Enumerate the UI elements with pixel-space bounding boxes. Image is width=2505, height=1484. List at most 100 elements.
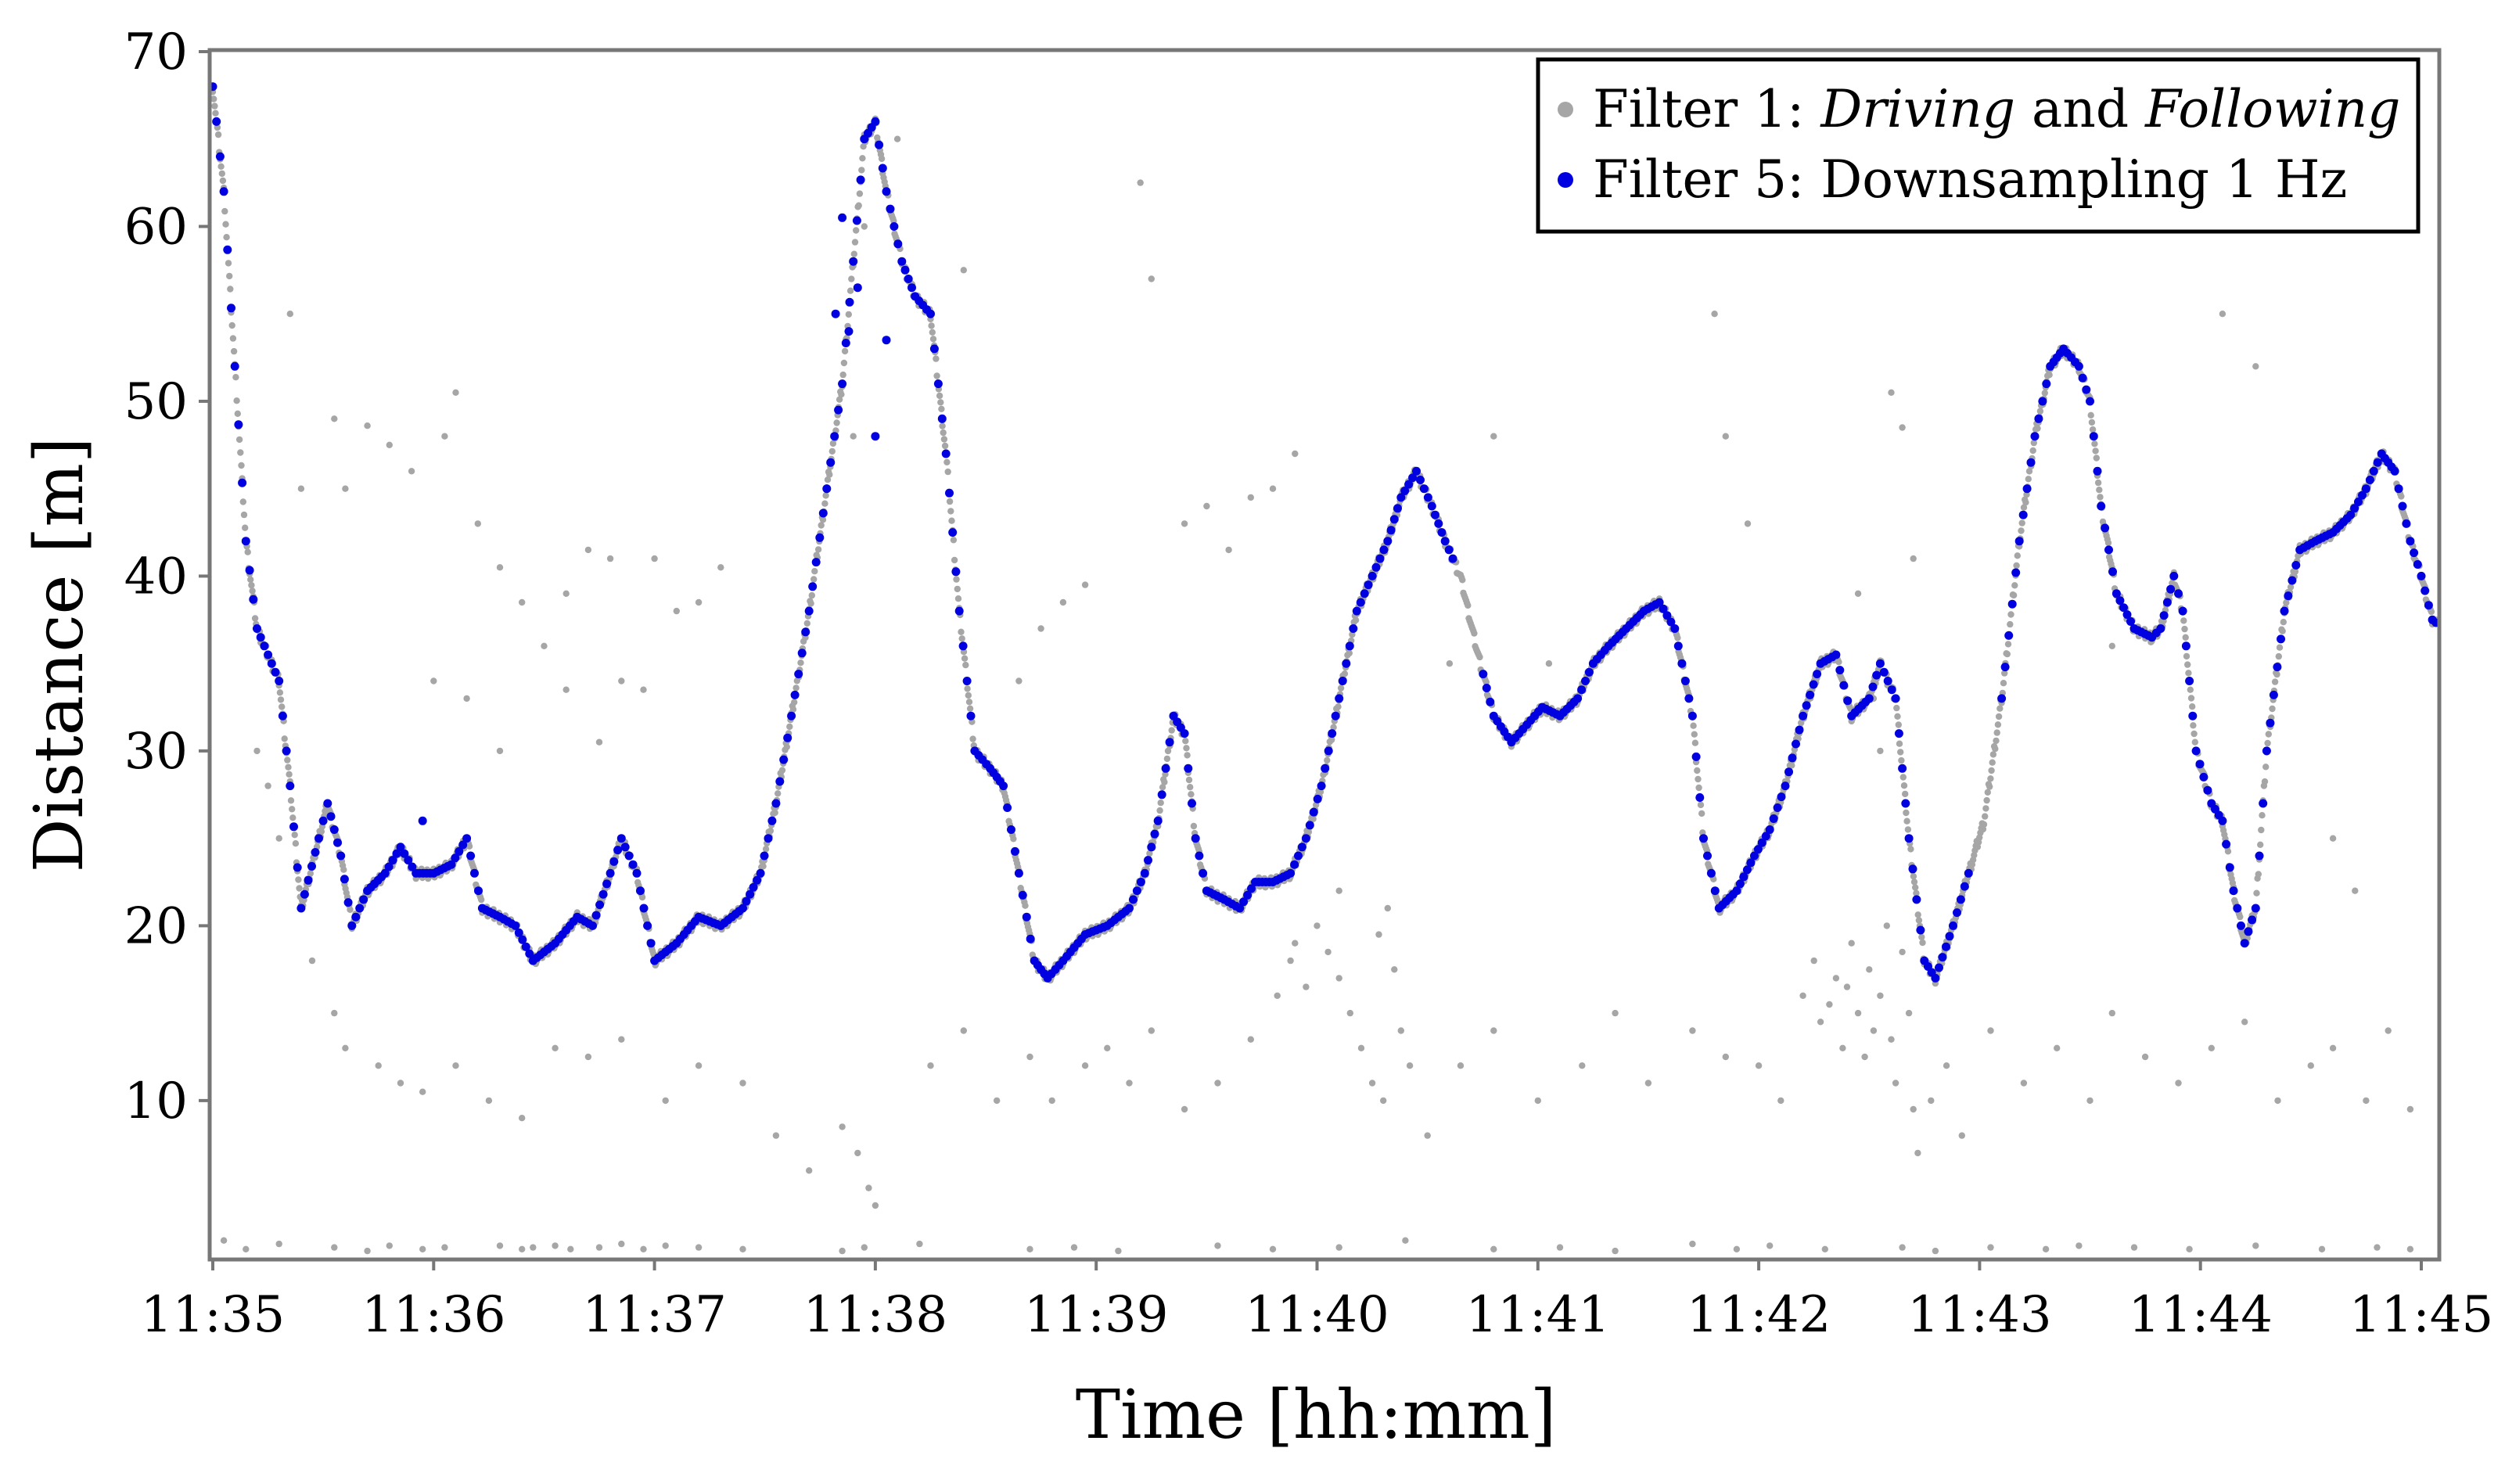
filter-1-point xyxy=(1188,791,1195,798)
filter-1-point xyxy=(2186,1245,2193,1253)
filter-1-point xyxy=(1225,546,1232,554)
filter-5-point xyxy=(340,875,349,884)
filter-5-point xyxy=(1157,790,1166,799)
filter-1-point xyxy=(1912,884,1919,891)
filter-5-point xyxy=(999,782,1008,791)
filter-1-point xyxy=(872,1202,879,1209)
filter-1-point xyxy=(1982,813,1989,820)
filter-1-point xyxy=(1156,807,1163,814)
filter-5-point xyxy=(2104,545,2113,555)
filter-1-point xyxy=(237,449,244,456)
filter-5-point xyxy=(746,889,755,899)
filter-5-point xyxy=(1317,782,1326,791)
filter-1-point xyxy=(1690,722,1697,729)
filter-1-point xyxy=(1048,1097,1055,1105)
filter-1-point xyxy=(1214,1242,1221,1249)
filter-5-point xyxy=(767,816,777,825)
filter-5-point xyxy=(787,711,796,720)
filter-1-point xyxy=(1711,311,1718,318)
filter-5-point xyxy=(307,861,316,871)
filter-1-point xyxy=(2184,661,2191,668)
filter-1-point xyxy=(285,764,292,771)
filter-5-point xyxy=(521,942,530,951)
plot-area-frame xyxy=(207,48,2442,1262)
filter-5-point xyxy=(1396,493,1406,502)
filter-5-point xyxy=(1375,554,1385,563)
filter-1-point xyxy=(230,347,238,355)
filter-5-point xyxy=(1695,793,1705,802)
filter-5-point xyxy=(1427,501,1436,511)
filter-5-point xyxy=(1400,487,1410,495)
filter-5-point xyxy=(2237,921,2245,930)
filter-1-point xyxy=(786,723,793,731)
filter-5-point xyxy=(2365,476,2374,484)
filter-1-point xyxy=(2255,871,2262,878)
filter-5-point xyxy=(1136,878,1145,886)
filter-1-point xyxy=(279,703,286,710)
filter-1-point xyxy=(2280,619,2287,626)
filter-1-point xyxy=(1766,1242,1774,1249)
filter-1-point xyxy=(1843,983,1851,990)
filter-5-point xyxy=(808,582,818,591)
filter-5-point xyxy=(2346,510,2356,519)
filter-5-point xyxy=(1440,537,1450,546)
filter-1-point xyxy=(1839,1044,1846,1052)
filter-5-point xyxy=(1360,589,1369,598)
filter-5-series xyxy=(208,82,2441,983)
filter-1-point xyxy=(2096,487,2103,494)
filter-5-point xyxy=(1018,890,1027,900)
filter-5-point xyxy=(1408,473,1418,483)
filter-5-point xyxy=(591,911,601,920)
filter-5-point xyxy=(2093,466,2102,476)
filter-1-point xyxy=(1992,746,1999,753)
filter-1-point xyxy=(275,1240,282,1248)
filter-1-point xyxy=(954,585,961,593)
filter-1-point xyxy=(819,516,827,523)
filter-5-point xyxy=(1356,598,1365,607)
filter-5-point xyxy=(2166,584,2176,594)
filter-1-point xyxy=(2182,634,2189,641)
filter-1-point xyxy=(1915,917,1923,924)
filter-5-point xyxy=(1022,912,1031,922)
filter-5-point xyxy=(466,851,476,861)
filter-1-point xyxy=(1900,782,1908,789)
filter-5-point xyxy=(1908,864,1917,874)
filter-5-point xyxy=(841,339,850,347)
filter-1-point xyxy=(855,202,862,209)
filter-5-point xyxy=(282,746,291,756)
filter-1-point xyxy=(944,468,951,476)
filter-5-point xyxy=(1165,738,1174,747)
filter-5-point xyxy=(2188,711,2198,720)
filter-5-point xyxy=(1321,764,1330,773)
filter-1-point xyxy=(2269,705,2276,713)
filter-5-point xyxy=(1352,606,1361,616)
filter-1-point xyxy=(253,747,261,755)
filter-5-point xyxy=(1960,882,1969,891)
filter-5-point xyxy=(595,900,605,910)
filter-5-point xyxy=(1750,851,1759,861)
filter-1-point xyxy=(2219,311,2226,318)
filter-5-point xyxy=(1868,682,1878,692)
filter-1-point xyxy=(375,1062,382,1069)
filter-1-point xyxy=(1910,1105,1917,1113)
filter-5-point xyxy=(613,846,623,855)
filter-5-point xyxy=(897,257,907,266)
filter-5-point xyxy=(2119,603,2128,613)
filter-1-point xyxy=(1893,704,1900,712)
x-tick-label: 11:41 xyxy=(1466,1286,1610,1344)
legend-part: and xyxy=(2015,79,2145,139)
filter-1-point xyxy=(386,441,393,448)
filter-1-point xyxy=(828,447,836,455)
filter-1-point xyxy=(717,564,724,571)
filter-5-point xyxy=(215,152,225,161)
filter-5-point xyxy=(2089,432,2098,441)
filter-5-point xyxy=(2273,663,2282,672)
filter-5-point xyxy=(1777,792,1786,802)
filter-5-point xyxy=(2291,561,2301,570)
filter-1-point xyxy=(1335,887,1342,894)
filter-1-point xyxy=(340,866,347,873)
filter-1-point xyxy=(1022,902,1029,909)
filter-1-point xyxy=(662,1242,669,1249)
filter-1-point xyxy=(1835,659,1842,666)
filter-1-point xyxy=(848,275,855,282)
